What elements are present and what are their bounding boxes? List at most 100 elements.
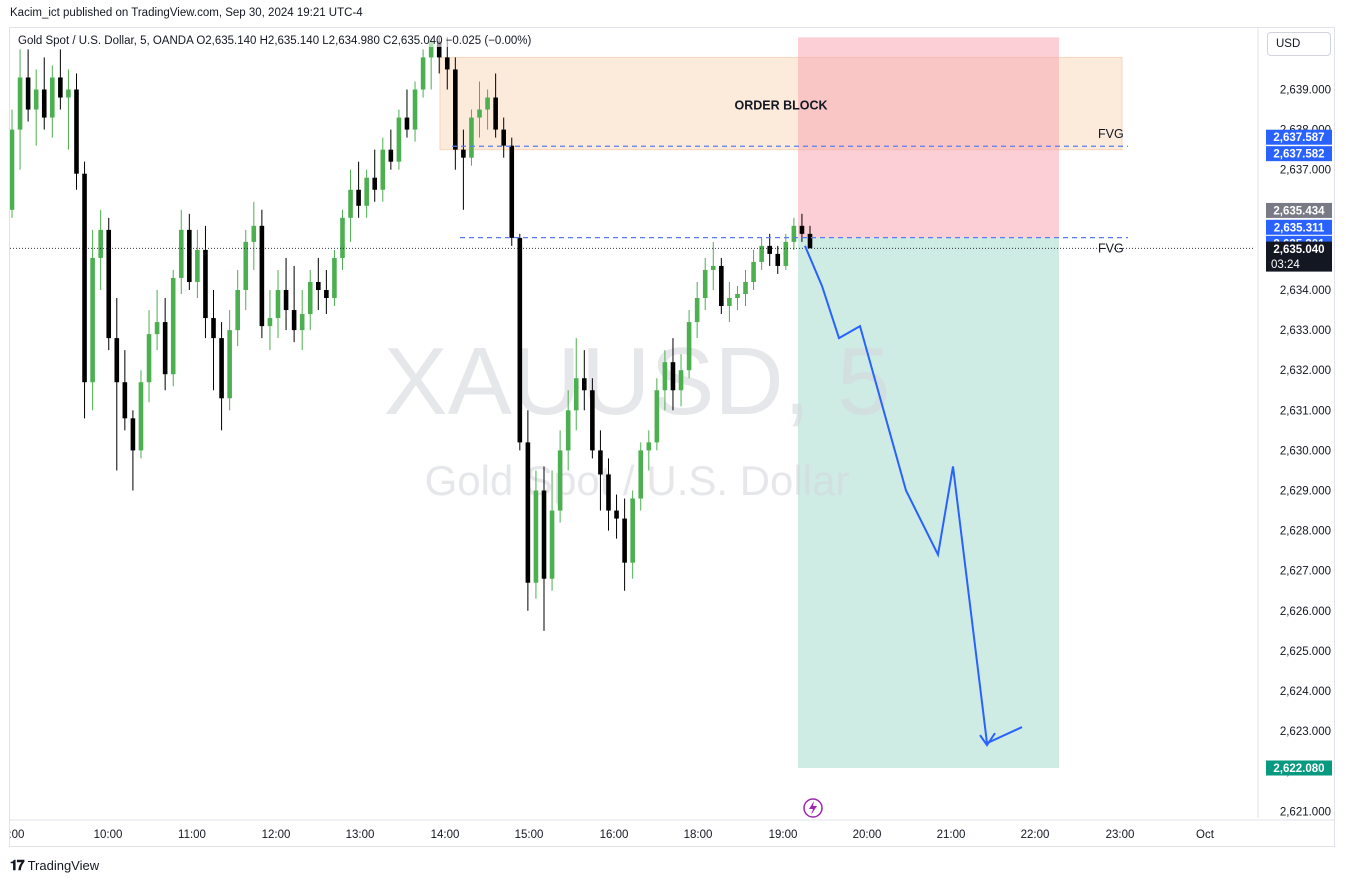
candle-body	[646, 442, 652, 451]
candle-body	[17, 77, 23, 130]
candle	[98, 209, 103, 290]
time-tick-label: 19:00	[769, 829, 798, 841]
fvg-upper-label: FVG	[1098, 127, 1124, 141]
chart-frame: XAUUSD, 5 Gold Spot / U.S. Dollar ORDER …	[9, 27, 1335, 847]
time-axis: 09:00 10:00 11:00 12:00 13:00 14:00 15:00 16:00…	[10, 819, 1334, 841]
time-tick-label: 13:00	[346, 829, 375, 841]
candle-body	[453, 69, 458, 150]
candle-body	[727, 298, 732, 307]
candle	[58, 49, 63, 110]
price-tick-label: 2,627.000	[1280, 566, 1331, 578]
candle-body	[791, 225, 797, 242]
candle	[686, 310, 692, 379]
candle	[227, 310, 232, 411]
candle-body	[211, 318, 216, 339]
candle-body	[573, 378, 579, 411]
price-tag-label: 2,635.311	[1274, 222, 1325, 234]
candle-body	[743, 281, 748, 295]
candle	[316, 257, 321, 311]
candle	[82, 161, 87, 419]
candle-body	[598, 450, 603, 475]
price-tag-label: 2,635.434	[1273, 205, 1325, 217]
candle	[114, 298, 120, 471]
watermark-description: Gold Spot / U.S. Dollar	[425, 457, 850, 504]
candle	[557, 430, 563, 523]
candle	[170, 269, 176, 387]
candle-body	[662, 362, 668, 391]
price-tick-label: 2,625.000	[1280, 646, 1331, 658]
candle-body	[444, 57, 450, 70]
candle	[348, 169, 353, 242]
price-tick-label: 2,632.000	[1280, 365, 1331, 377]
candle	[130, 410, 136, 491]
symbol-legend[interactable]: Gold Spot / U.S. Dollar, 5, OANDA O2,635…	[18, 35, 532, 47]
candle	[614, 494, 619, 539]
candle	[25, 49, 31, 122]
candle-body	[517, 237, 523, 443]
time-tick-label: 21:00	[937, 829, 966, 841]
candle	[17, 49, 23, 170]
candle	[549, 470, 555, 591]
candle-body	[58, 77, 63, 98]
candle	[654, 378, 660, 451]
candle-body	[267, 318, 273, 327]
candle-body	[485, 97, 490, 110]
time-tick-label: 15:00	[515, 829, 544, 841]
currency-selector[interactable]: USD	[1267, 32, 1331, 56]
candle	[162, 298, 168, 391]
candle	[243, 229, 249, 311]
candle-body	[219, 338, 224, 399]
candle-body	[614, 510, 619, 519]
candle-body	[291, 310, 297, 331]
tradingview-logo-icon: 𝟏𝟕	[10, 857, 25, 873]
price-tag-label: 2,637.587	[1273, 132, 1324, 144]
candle-body	[146, 334, 152, 383]
price-tag	[1266, 241, 1332, 272]
candle-body	[525, 442, 531, 583]
candle	[291, 265, 297, 343]
candle-body	[380, 149, 386, 190]
candle	[678, 354, 684, 407]
candle-body	[114, 338, 120, 383]
price-tick-label: 2,637.000	[1280, 165, 1331, 177]
candle-body	[686, 322, 692, 371]
candle	[380, 137, 386, 202]
candlestick-chart[interactable]: XAUUSD, 5 Gold Spot / U.S. Dollar ORDER …	[10, 28, 1334, 846]
candle	[533, 470, 539, 599]
candle-body	[259, 225, 265, 327]
candle-body	[759, 245, 764, 262]
time-tick-label: 18:00	[684, 829, 713, 841]
fvg-lower-label: FVG	[1098, 242, 1124, 256]
price-tick-label: 2,631.000	[1280, 405, 1331, 417]
candle-body	[694, 298, 700, 323]
candle-body	[138, 382, 144, 451]
candle-body	[436, 41, 442, 58]
price-tag	[1266, 129, 1332, 145]
time-tick-label: 09:00	[10, 829, 24, 841]
time-tick-label: 23:00	[1106, 829, 1135, 841]
candle-body	[307, 281, 313, 315]
candle	[138, 370, 144, 459]
candle	[702, 257, 708, 311]
candle-body	[203, 249, 208, 319]
candle-body	[388, 149, 394, 162]
candle	[791, 217, 797, 250]
footer-brand[interactable]: 𝟏𝟕 TradingView	[10, 857, 99, 874]
candle-body	[74, 89, 79, 174]
candle-body	[807, 233, 813, 249]
candle-body	[50, 77, 55, 118]
candle	[332, 249, 337, 307]
candle	[710, 241, 716, 290]
candle-body	[670, 362, 676, 391]
candle-body	[606, 474, 611, 511]
time-tick-label: 11:00	[178, 829, 206, 841]
candle	[251, 201, 257, 270]
candle-body	[767, 245, 772, 254]
candle-body	[25, 77, 31, 110]
candle-body	[533, 490, 539, 583]
candle	[106, 217, 112, 351]
candle-body	[557, 450, 563, 511]
candle-body	[638, 450, 644, 499]
zones-layer	[439, 37, 1123, 768]
candle	[364, 169, 369, 218]
